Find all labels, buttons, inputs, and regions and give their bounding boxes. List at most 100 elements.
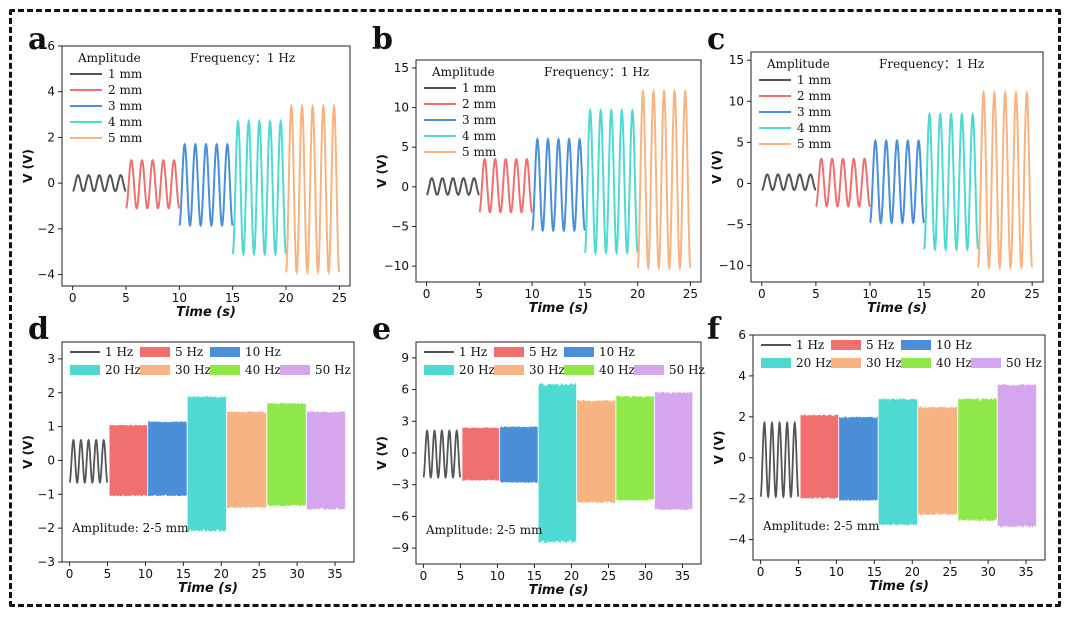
- series-line-1-mm: [761, 173, 817, 192]
- legend-label: 20 Hz: [459, 363, 495, 377]
- x-tick-label: 35: [675, 569, 690, 583]
- legend-swatch: [70, 365, 100, 375]
- series-line-5-mm: [636, 88, 692, 272]
- chart-a-svg: 0 5 10 15 20 25 −4 −2 0 2 4 6 Time (s) V (V) Amplitude…: [21, 39, 351, 320]
- y-tick-label: −2: [37, 521, 55, 535]
- y-tick-label: 2: [47, 386, 55, 400]
- y-tick-label: 2: [47, 130, 55, 144]
- y-tick-label: −6: [391, 509, 409, 523]
- y-tick-label: −10: [719, 259, 744, 273]
- y-axis-label: V (V): [712, 431, 726, 465]
- legend-label: 1 Hz: [459, 345, 487, 359]
- y-axis-label: V (V): [21, 149, 35, 183]
- series-line-3-mm: [869, 138, 925, 225]
- x-tick-label: 20: [278, 291, 293, 305]
- y-tick-label: −3: [391, 478, 409, 492]
- legend-label: 30 Hz: [866, 356, 902, 370]
- series-line-2-mm: [478, 157, 533, 214]
- legend-label: 5 mm: [108, 131, 143, 145]
- x-tick-label: 20: [564, 569, 579, 583]
- y-tick-label: −4: [728, 533, 746, 547]
- x-tick-label: 0: [69, 291, 77, 305]
- x-tick-label: 10: [138, 567, 153, 581]
- x-tick-label: 35: [327, 567, 342, 581]
- figure-dashed-border: [9, 9, 1061, 607]
- amplitude-annotation: Amplitude: 2-5 mm: [762, 519, 880, 533]
- legend-title: Amplitude: [766, 57, 830, 71]
- x-tick-label: 10: [862, 287, 877, 301]
- y-tick-label: 3: [47, 352, 55, 366]
- panel-label-d: d: [28, 312, 49, 347]
- y-tick-label: 10: [394, 101, 409, 115]
- series-line-1-mm: [426, 177, 480, 196]
- chart-e-svg: 0 5 10 15 20 25 30 35 −9 −6 −3 0 3 6 9 Time (s) V (V) 1 H…: [375, 341, 705, 598]
- series-line-4-mm: [231, 118, 287, 257]
- legend-label: 30 Hz: [529, 363, 565, 377]
- frequency-annotation: Frequency：1 Hz: [879, 57, 984, 71]
- y-tick-label: −10: [384, 259, 409, 273]
- series-line-3-mm: [531, 137, 586, 233]
- legend-label: 1 Hz: [796, 338, 824, 352]
- x-tick-label: 0: [758, 287, 766, 301]
- plot-frame: [750, 51, 1044, 283]
- frequency-annotation: Frequency：1 Hz: [190, 51, 295, 65]
- legend-label: 2 mm: [797, 89, 832, 103]
- chart-c: 0 5 10 15 20 25 −10 −5 0 5 10 15 Time (s) V (V) Amplit…: [710, 51, 1044, 316]
- y-tick-label: 0: [738, 451, 746, 465]
- x-tick-label: 20: [970, 287, 985, 301]
- plot-frame: [61, 45, 351, 287]
- x-axis-label: Time (s): [529, 583, 589, 598]
- y-axis-label: V (V): [21, 435, 35, 469]
- y-tick-label: 4: [738, 369, 746, 383]
- y-tick-label: −5: [391, 220, 409, 234]
- y-tick-label: −2: [728, 492, 746, 506]
- series-band-40-Hz: [616, 395, 654, 502]
- x-tick-label: 20: [630, 287, 645, 301]
- x-tick-label: 15: [577, 287, 592, 301]
- y-tick-label: −5: [726, 218, 744, 232]
- y-tick-label: 2: [738, 410, 746, 424]
- y-tick-label: 6: [401, 383, 409, 397]
- x-tick-label: 5: [812, 287, 820, 301]
- x-tick-label: 10: [172, 291, 187, 305]
- series-band-10-Hz: [500, 426, 538, 484]
- legend-label: 5 mm: [797, 137, 832, 151]
- series-band-5-Hz: [800, 414, 839, 500]
- x-tick-label: 0: [757, 565, 765, 579]
- x-tick-label: 20: [214, 567, 229, 581]
- chart-a: 0 5 10 15 20 25 −4 −2 0 2 4 6 Time (s) V (V) Amplitude…: [21, 39, 351, 320]
- y-tick-label: −4: [37, 268, 55, 282]
- x-tick-label: 10: [490, 569, 505, 583]
- series-line-2-mm: [815, 157, 871, 208]
- series-band-1-Hz: [68, 438, 109, 484]
- y-tick-label: 10: [729, 94, 744, 108]
- series-line-4-mm: [583, 107, 639, 256]
- legend-swatch: [831, 340, 861, 350]
- legend-label: 3 mm: [797, 105, 832, 119]
- y-tick-label: 3: [401, 414, 409, 428]
- legend-label: 1 mm: [462, 81, 497, 95]
- legend-label: 1 Hz: [105, 345, 133, 359]
- x-tick-label: 30: [289, 567, 304, 581]
- x-tick-label: 15: [867, 565, 882, 579]
- series-line-2-mm: [125, 158, 181, 210]
- legend-swatch: [424, 365, 454, 375]
- legend-title: Amplitude: [431, 65, 495, 79]
- x-axis-label: Time (s): [867, 301, 927, 316]
- chart-f: 0 5 10 15 20 25 30 35 −4 −2 0 2 4 6 Time (s) V (V) 1 Hz 5…: [712, 328, 1046, 594]
- amplitude-annotation: Amplitude: 2-5 mm: [71, 521, 189, 535]
- y-tick-label: 0: [47, 176, 55, 190]
- legend-label: 10 Hz: [245, 345, 281, 359]
- x-tick-label: 5: [457, 569, 465, 583]
- legend-swatch: [971, 358, 1001, 368]
- series-band-1-Hz: [422, 429, 462, 479]
- x-tick-label: 15: [225, 291, 240, 305]
- legend-label: 4 mm: [108, 115, 143, 129]
- series-band-5-Hz: [462, 427, 500, 481]
- x-tick-label: 10: [524, 287, 539, 301]
- legend-label: 1 mm: [108, 67, 143, 81]
- chart-d-svg: 0 5 10 15 20 25 30 35 −3 −2 −1 0 1 2 3 Time (s) V (V) 1 H…: [21, 341, 355, 596]
- x-tick-label: 5: [476, 287, 484, 301]
- x-tick-label: 0: [420, 569, 428, 583]
